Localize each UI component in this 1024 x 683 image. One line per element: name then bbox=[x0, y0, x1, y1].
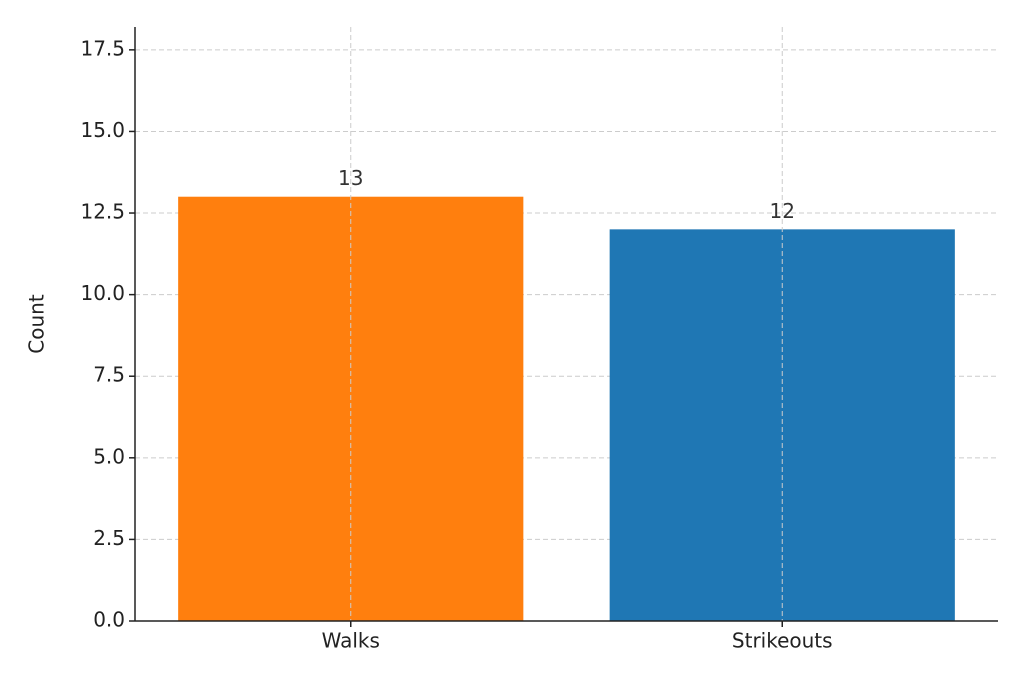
y-tick-label: 2.5 bbox=[93, 526, 125, 550]
bar bbox=[609, 229, 955, 621]
y-tick-label: 10.0 bbox=[80, 281, 125, 305]
y-axis-label: Count bbox=[25, 294, 49, 354]
value-label: 12 bbox=[770, 199, 795, 223]
x-tick-label: Strikeouts bbox=[732, 629, 833, 653]
y-tick-label: 7.5 bbox=[93, 363, 125, 387]
value-label: 13 bbox=[338, 166, 363, 190]
y-tick-label: 12.5 bbox=[80, 200, 125, 224]
y-tick-label: 5.0 bbox=[93, 444, 125, 468]
y-tick-label: 0.0 bbox=[93, 608, 125, 632]
x-tick-label: Walks bbox=[322, 629, 380, 653]
y-tick-label: 15.0 bbox=[80, 118, 125, 142]
y-tick-label: 17.5 bbox=[80, 36, 125, 60]
